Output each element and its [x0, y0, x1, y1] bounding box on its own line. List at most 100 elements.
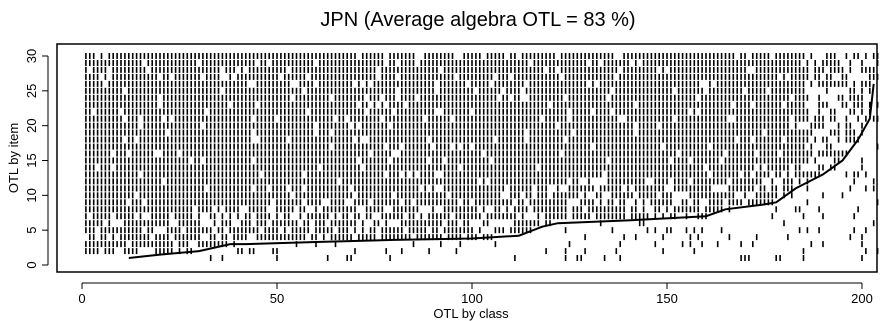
otl-mark [108, 213, 111, 220]
otl-mark [330, 101, 333, 108]
otl-mark [346, 101, 348, 108]
otl-mark [619, 185, 621, 192]
otl-mark [369, 66, 372, 73]
otl-mark [104, 206, 107, 213]
otl-mark [482, 199, 485, 206]
otl-mark [295, 60, 298, 66]
otl-mark [623, 87, 625, 94]
otl-mark [381, 234, 384, 241]
otl-mark [584, 101, 586, 108]
otl-mark [518, 80, 520, 87]
otl-mark [428, 80, 430, 87]
otl-mark [365, 80, 368, 87]
otl-mark [108, 129, 111, 136]
otl-mark [233, 150, 235, 157]
otl-mark [584, 157, 586, 164]
otl-mark [147, 60, 150, 66]
otl-mark [151, 101, 153, 108]
otl-mark [763, 53, 766, 59]
otl-mark [619, 101, 621, 108]
otl-mark [245, 192, 247, 199]
otl-mark [319, 178, 321, 185]
otl-mark [338, 129, 341, 136]
otl-mark [104, 185, 107, 192]
otl-mark [323, 150, 325, 157]
otl-mark [326, 213, 329, 220]
otl-mark [291, 53, 294, 59]
otl-mark [128, 171, 130, 178]
otl-mark [716, 241, 719, 248]
otl-mark [209, 185, 212, 192]
otl-mark [451, 87, 454, 94]
otl-mark [514, 178, 516, 185]
otl-mark [170, 185, 173, 192]
otl-mark [135, 171, 138, 178]
otl-mark [588, 199, 590, 206]
otl-mark [740, 80, 742, 87]
otl-mark [654, 164, 657, 171]
otl-mark [432, 178, 434, 185]
otl-mark [248, 171, 251, 178]
otl-mark [740, 199, 742, 206]
otl-mark [362, 108, 364, 115]
otl-mark [373, 178, 376, 185]
otl-mark [771, 157, 774, 164]
otl-mark [545, 150, 547, 157]
otl-mark [732, 199, 735, 206]
otl-mark [654, 122, 657, 129]
otl-mark [568, 241, 571, 248]
otl-mark [716, 73, 719, 80]
otl-mark [170, 66, 173, 73]
otl-mark [128, 108, 130, 115]
otl-mark [139, 227, 142, 234]
otl-mark [463, 129, 465, 136]
otl-mark [658, 164, 660, 171]
otl-mark [89, 94, 91, 101]
otl-mark [584, 234, 586, 241]
otl-mark [869, 80, 871, 87]
otl-mark [674, 164, 676, 171]
otl-mark [443, 171, 446, 178]
otl-mark [284, 157, 286, 164]
otl-mark [436, 192, 438, 199]
otl-mark [709, 178, 711, 185]
otl-mark [334, 53, 337, 59]
otl-mark [631, 171, 633, 178]
otl-mark [202, 143, 204, 150]
otl-mark [303, 136, 306, 143]
otl-mark [85, 122, 87, 129]
otl-mark [720, 60, 723, 66]
otl-mark [736, 80, 738, 87]
otl-mark [592, 66, 594, 73]
otl-mark [490, 213, 493, 220]
otl-mark [190, 66, 192, 73]
otl-mark [401, 157, 403, 164]
otl-mark [369, 143, 372, 150]
otl-mark [190, 164, 192, 171]
otl-mark [533, 199, 536, 206]
otl-mark [767, 129, 770, 136]
otl-mark [611, 206, 614, 213]
otl-mark [572, 87, 575, 94]
otl-mark [716, 143, 719, 150]
otl-mark [124, 178, 126, 185]
otl-mark [642, 213, 645, 220]
otl-mark [128, 192, 130, 199]
otl-mark [182, 94, 185, 101]
otl-mark [159, 248, 161, 255]
otl-mark [155, 115, 157, 122]
otl-mark [791, 73, 793, 80]
otl-mark [861, 60, 863, 66]
otl-mark [124, 101, 126, 108]
otl-mark [440, 164, 442, 171]
otl-mark [330, 122, 333, 129]
otl-mark [584, 66, 586, 73]
otl-mark [245, 220, 247, 227]
otl-mark [459, 129, 462, 136]
otl-mark [354, 164, 356, 171]
otl-mark [830, 150, 832, 157]
otl-mark [822, 150, 824, 157]
otl-mark [229, 171, 231, 178]
otl-mark [549, 199, 551, 206]
otl-mark [404, 94, 407, 101]
